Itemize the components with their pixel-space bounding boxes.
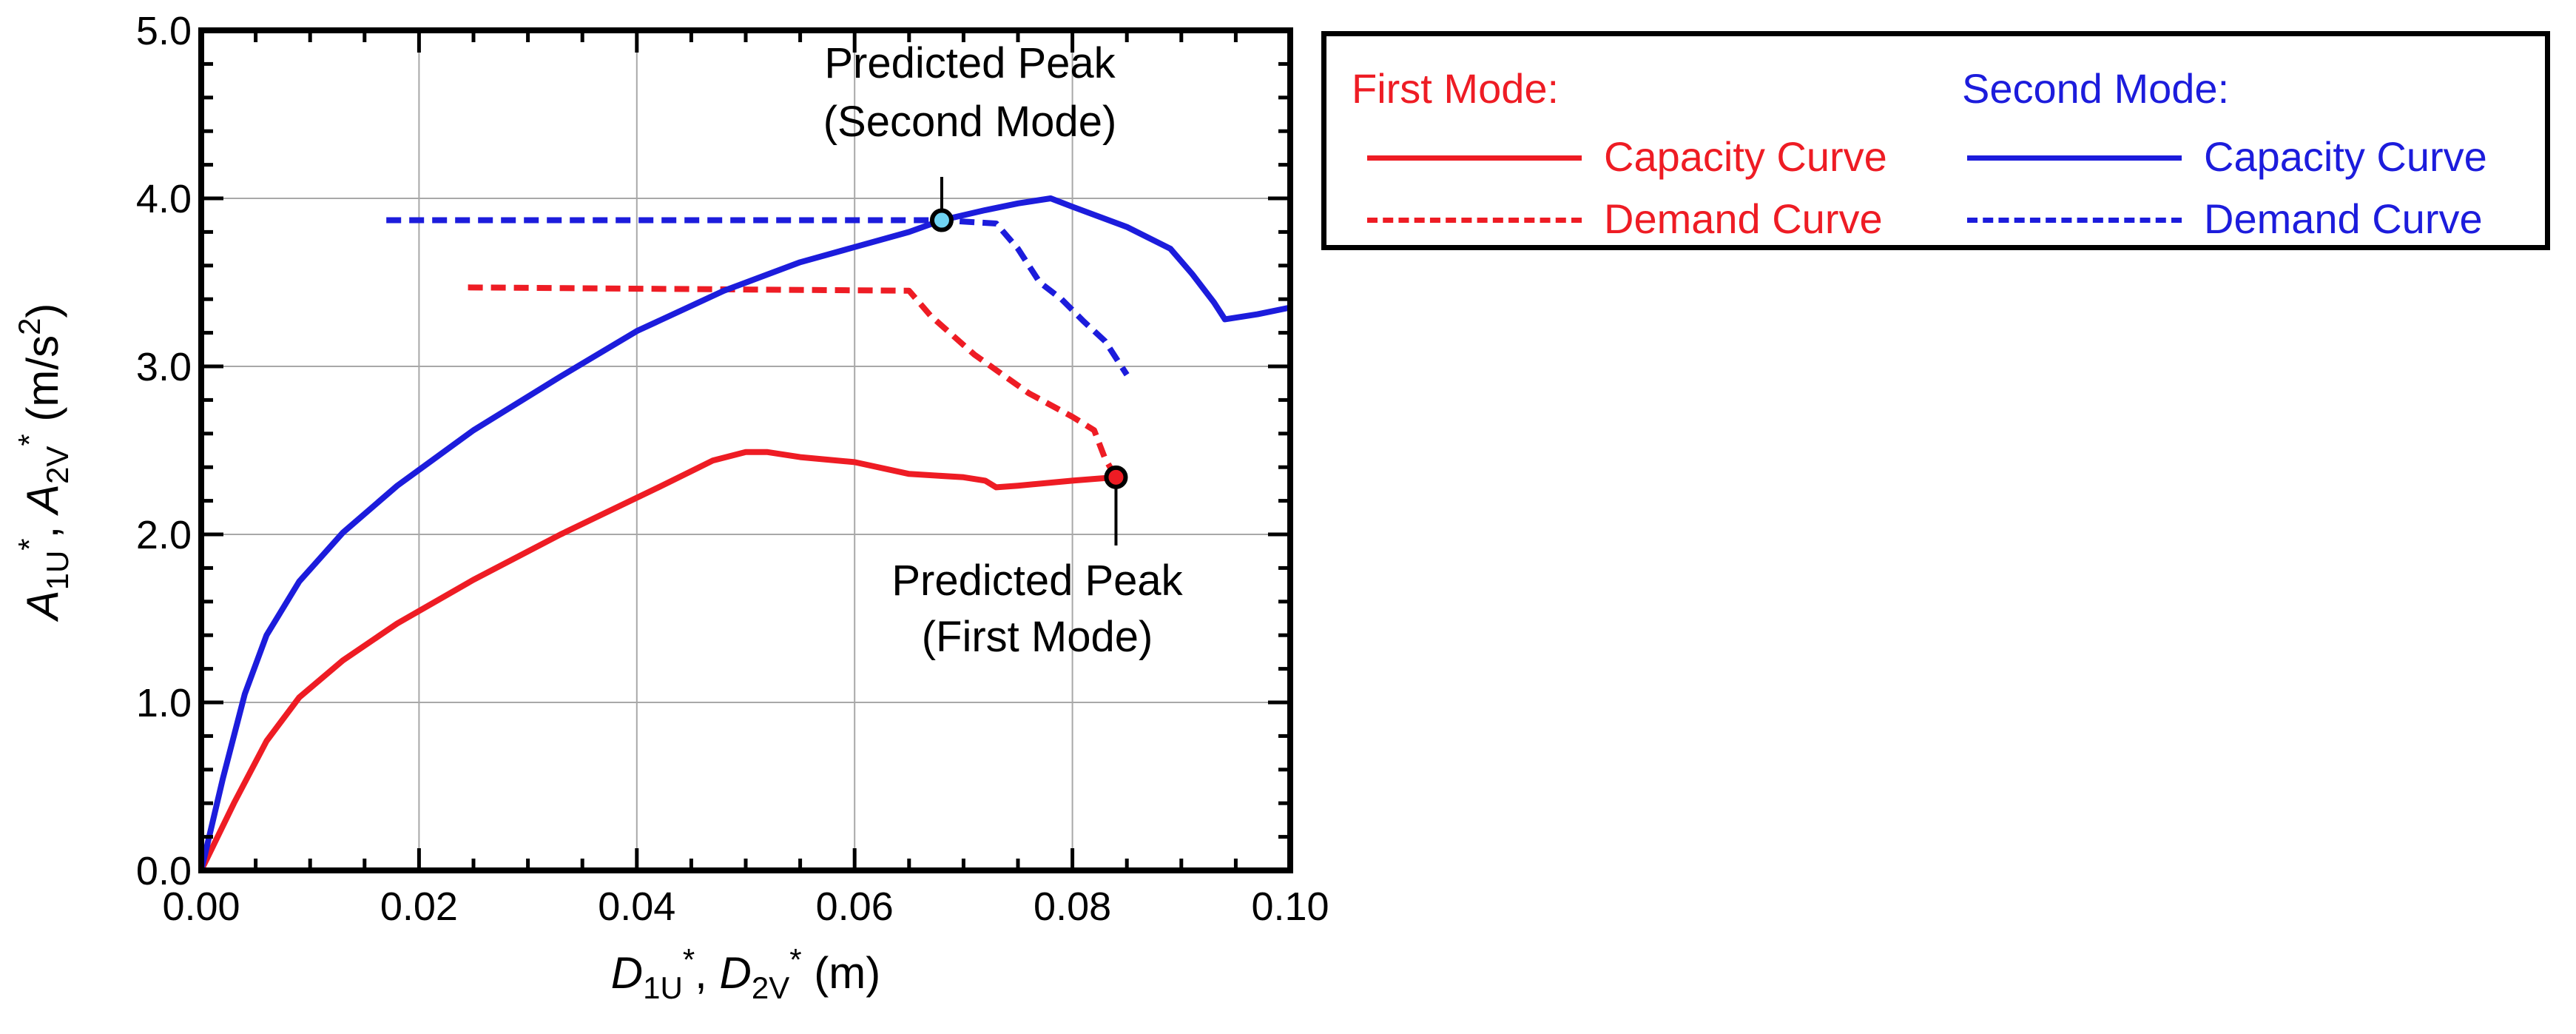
legend: First Mode: Second Mode: Capacity Curve … xyxy=(1321,31,2550,250)
legend-line-first-capacity xyxy=(1367,155,1582,161)
y-tick-label: 1.0 xyxy=(136,681,192,725)
peak-marker-first xyxy=(1104,465,1128,489)
peak-marker-second xyxy=(929,208,954,232)
legend-label-first-demand: Demand Curve xyxy=(1604,195,1883,242)
x-tick-label: 0.10 xyxy=(1251,884,1329,929)
annotation-first-line-1: (First Mode) xyxy=(922,613,1153,661)
x-tick-label: 0.08 xyxy=(1034,884,1111,929)
annotation-second-line-1: (Second Mode) xyxy=(823,98,1117,146)
series-first-mode-capacity-curve xyxy=(198,449,1116,872)
y-axis-label: A1U*, A2V* (m/s2) xyxy=(12,303,75,622)
legend-line-second-capacity xyxy=(1967,155,2182,161)
y-tick-label: 4.0 xyxy=(136,177,192,221)
peak-annotations: Predicted Peak (Second Mode) Predicted Pea… xyxy=(823,39,1184,661)
legend-label-second-capacity: Capacity Curve xyxy=(2204,133,2487,180)
legend-line-first-demand xyxy=(1367,218,1582,223)
grid xyxy=(201,30,1290,870)
legend-header-second-mode: Second Mode: xyxy=(1962,65,2230,112)
x-axis-label: D1U*, D2V* (m) xyxy=(611,942,880,1005)
x-tick-label: 0.04 xyxy=(598,884,675,929)
legend-header-first-mode: First Mode: xyxy=(1352,65,1560,112)
tick-labels: 0.00 0.02 0.04 0.06 0.08 0.10 0.0 1.0 2.0 3.0 4.0 5… xyxy=(136,9,1329,929)
axis-ticks xyxy=(199,28,1292,873)
legend-label-first-capacity: Capacity Curve xyxy=(1604,133,1887,180)
x-tick-label: 0.02 xyxy=(380,884,458,929)
y-tick-label: 2.0 xyxy=(136,513,192,557)
y-tick-label: 3.0 xyxy=(136,345,192,389)
x-tick-label: 0.06 xyxy=(816,884,894,929)
annotation-first-line-0: Predicted Peak xyxy=(891,557,1183,605)
x-tick-label: 0.00 xyxy=(162,884,240,929)
series-second-mode-capacity-curve xyxy=(198,195,1291,871)
annotation-second-line-0: Predicted Peak xyxy=(824,39,1116,87)
data-series xyxy=(198,195,1291,872)
series-second-mode-demand-curve xyxy=(386,217,1130,377)
legend-line-second-demand xyxy=(1967,218,2182,223)
series-first-mode-demand-curve xyxy=(468,284,1119,479)
legend-label-second-demand: Demand Curve xyxy=(2204,195,2483,242)
y-tick-label: 0.0 xyxy=(136,849,192,893)
y-tick-label: 5.0 xyxy=(136,9,192,53)
